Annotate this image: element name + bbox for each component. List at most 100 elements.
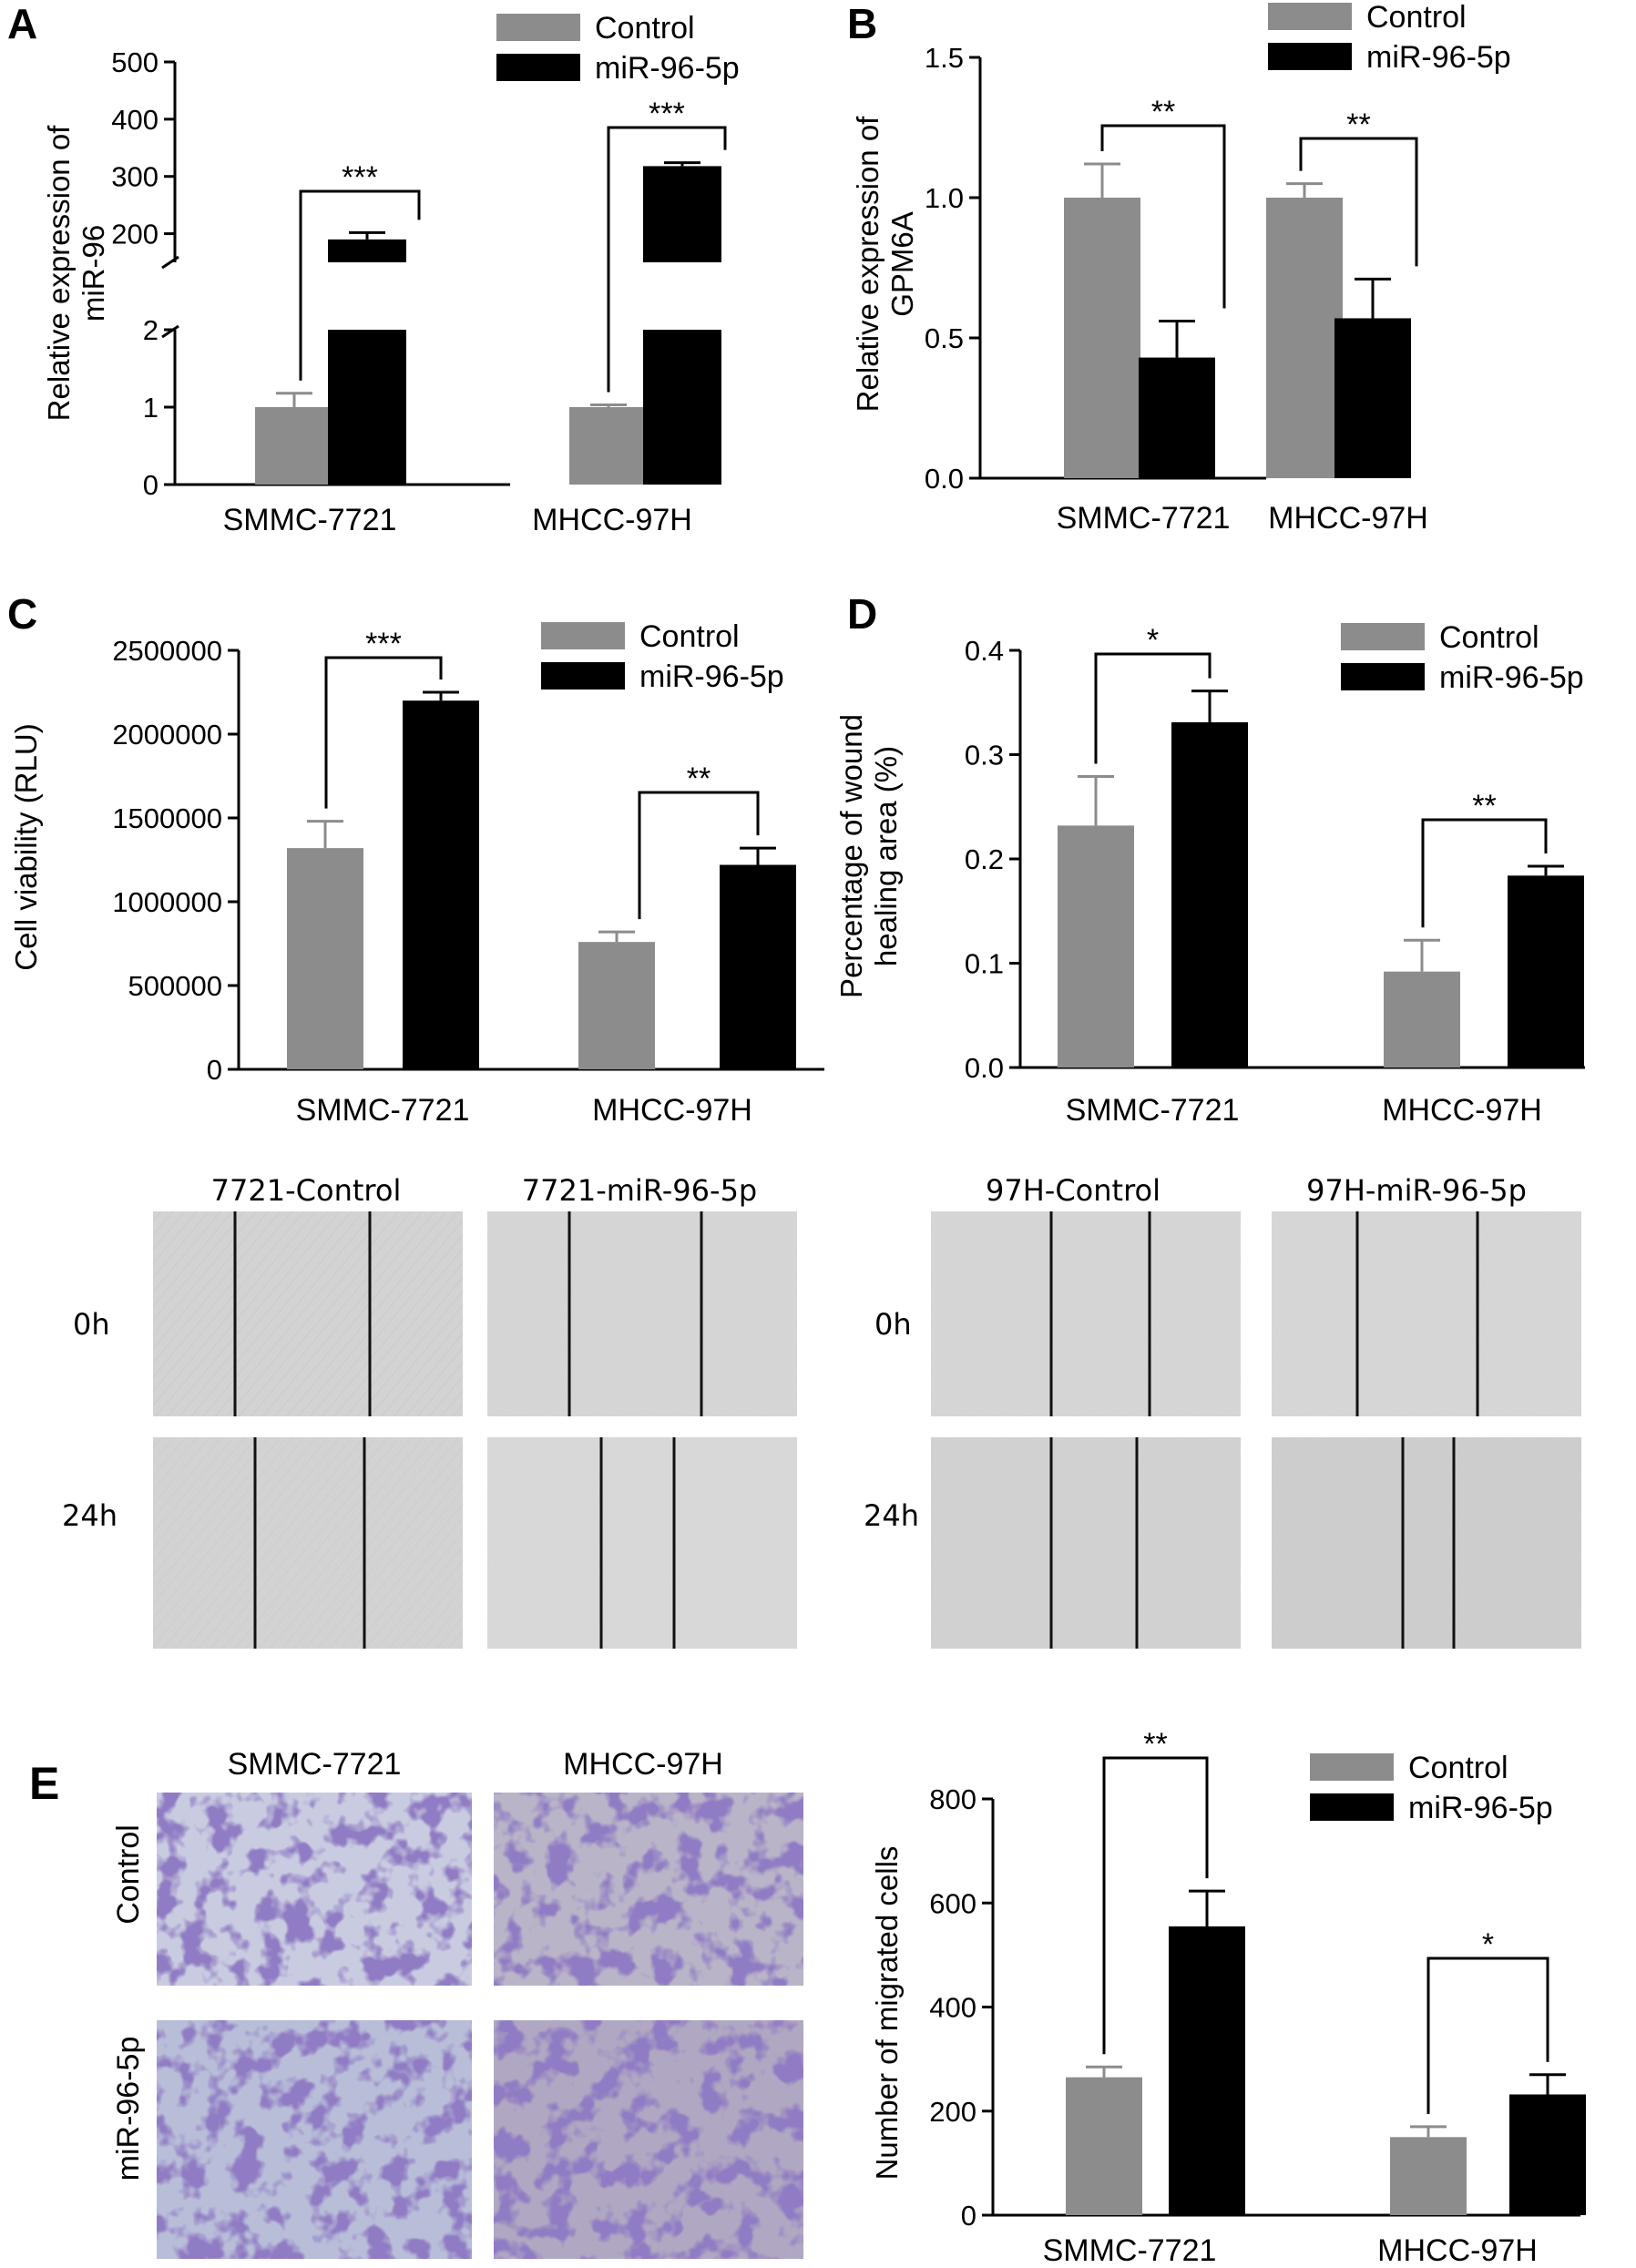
panel-label-e: E [29,1758,59,1809]
legend-swatch-d-0 [1341,623,1425,650]
y-tick-label-e-1: 200 [929,2096,976,2128]
micrograph-7721-mir-0h [487,1211,797,1416]
bar-d-1-1 [1508,875,1584,1068]
bar-a-1-1-lower [643,330,721,485]
y-tick-label-a-3: 200 [111,219,158,250]
y-tick-label-c-1: 500000 [128,970,222,1002]
transwell-smmc-control [157,1793,472,1986]
chart-a: 0 1 2 200 300 400 500 *** *** SMMC-7721 MHCC-97H Re… [42,11,740,537]
micrograph-97h-control-24h [931,1437,1241,1649]
x-tick-label-d-1: MHCC-97H [1382,1093,1542,1128]
legend-swatch-b-1 [1268,43,1352,70]
y-tick-label-a-0: 0 [143,469,158,501]
y-tick-label-a-4: 300 [111,161,158,193]
y-tick-label-a-2: 2 [143,314,158,346]
micrograph-97h-mir-24h [1272,1437,1581,1649]
bar-e-0-0 [1066,2077,1142,2215]
legend-label-a-1: miR-96-5p [595,51,740,86]
bar-b-1-1 [1334,318,1411,478]
bar-a-0-1 [569,407,648,485]
chart-b: 0.0 0.5 1.0 1.5 ** ** SMMC-7721 MHCC-97H Relativ… [851,0,1511,536]
y-tick-label-c-3: 1500000 [112,802,222,834]
transwell-mhcc-mir [494,2020,803,2259]
significance-bracket-b-0 [1100,124,1226,309]
transwell-mhcc-control [494,1793,803,1986]
x-tick-label-a-1: MHCC-97H [532,503,692,537]
bar-a-1-0 [328,239,406,262]
significance-label-c-0: *** [365,627,402,661]
legend-swatch-e-1 [1310,1793,1394,1821]
significance-label-d-0: * [1147,623,1159,658]
y-tick-label-e-0: 0 [961,2200,976,2232]
x-tick-label-a-0: SMMC-7721 [223,503,397,537]
legend-swatch-a-0 [496,14,580,41]
bar-b-0-1 [1266,198,1343,478]
bar-c-1-1 [720,864,796,1069]
significance-bracket-d-0 [1094,652,1212,764]
y-axis-label-e: Number of migrated cells [870,1846,904,2181]
x-tick-label-e-0: SMMC-7721 [1043,2233,1217,2268]
bar-d-0-1 [1384,971,1460,1068]
significance-label-d-1: ** [1472,789,1496,823]
legend-label-b-0: Control [1366,0,1467,35]
x-tick-label-c-0: SMMC-7721 [296,1093,470,1128]
panel-label-b: B [847,0,877,47]
significance-bracket-b-1 [1299,137,1418,267]
significance-bracket-d-1 [1421,818,1548,928]
micrograph-7721-control-24h [153,1437,463,1649]
wound-row-label-0h-left: 0h [73,1307,110,1342]
transwell-title-mhcc: MHCC-97H [563,1747,723,1782]
significance-bracket-e-0 [1102,1756,1209,2055]
wound-title-7721-control: 7721-Control [211,1173,402,1208]
significance-label-e-0: ** [1143,1727,1167,1762]
bar-c-1-0 [403,700,479,1069]
legend-swatch-b-0 [1268,3,1352,30]
bar-c-0-0 [287,848,363,1069]
wound-title-97h-control: 97H-Control [986,1173,1161,1208]
bar-e-1-1 [1509,2094,1586,2215]
y-tick-label-b-2: 1.0 [925,182,964,214]
bar-e-1-0 [1169,1926,1245,2215]
y-tick-label-d-4: 0.4 [965,635,1004,667]
legend-label-e-1: miR-96-5p [1408,1791,1553,1825]
y-tick-label-c-5: 2500000 [112,635,222,667]
y-tick-label-a-5: 400 [111,104,158,136]
significance-bracket-c-0 [324,656,443,809]
y-tick-label-c-4: 2000000 [112,719,222,751]
y-tick-label-d-1: 0.1 [965,948,1004,980]
significance-label-b-0: ** [1151,95,1175,129]
bar-a-1-1 [643,166,721,262]
transwell-row-mir: miR-96-5p [111,2037,146,2181]
significance-bracket-c-1 [638,791,760,920]
legend-swatch-a-1 [496,54,580,81]
legend-label-a-0: Control [595,11,695,46]
micrograph-97h-control-0h [931,1211,1241,1416]
y-axis-label-d: Percentage of woundhealing area (%) [834,714,903,998]
bar-a-1-0-lower [328,330,406,485]
panel-label-d: D [847,590,877,638]
legend-label-e-0: Control [1408,1751,1508,1785]
wound-row-label-0h-right: 0h [874,1307,912,1342]
significance-bracket-a-1 [607,126,727,393]
y-axis-break-lower-a [161,324,179,339]
y-axis-break-upper-a [161,255,179,270]
x-tick-label-d-0: SMMC-7721 [1066,1093,1240,1128]
bar-d-1-0 [1171,722,1248,1068]
wound-healing-images: 7721-Control 7721-miR-96-5p 97H-Control … [62,1173,1581,1649]
y-tick-label-a-6: 500 [111,46,158,78]
y-tick-label-b-0: 0.0 [925,463,964,495]
bar-a-0-0 [255,407,333,485]
transwell-images: SMMC-7721 MHCC-97H Control miR-96-5p [111,1747,803,2259]
y-tick-label-d-0: 0.0 [965,1052,1004,1084]
x-tick-label-b-1: MHCC-97H [1268,501,1428,536]
significance-label-a-1: *** [649,97,685,131]
y-axis-label-a: Relative expression ofmiR-96 [42,125,110,421]
wound-row-label-24h-left: 24h [62,1498,118,1533]
x-tick-label-b-0: SMMC-7721 [1057,501,1231,536]
legend-swatch-c-1 [541,662,625,690]
wound-title-97h-mir: 97H-miR-96-5p [1306,1173,1527,1208]
bar-c-0-1 [578,942,655,1069]
y-tick-label-c-2: 1000000 [112,886,222,918]
